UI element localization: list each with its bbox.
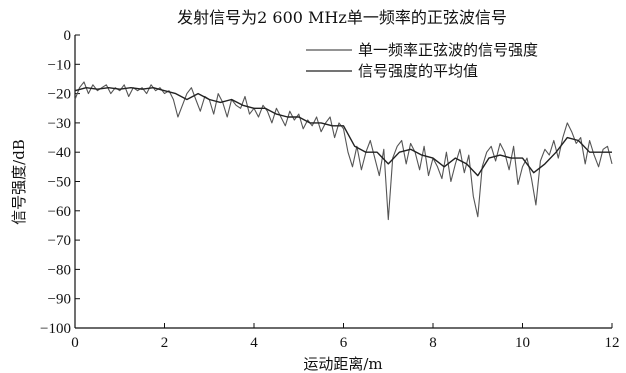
y-tick-label: −70: [48, 233, 71, 249]
x-tick-label: 2: [161, 335, 169, 351]
y-tick-label: −30: [48, 116, 71, 132]
x-tick-label: 8: [429, 335, 437, 351]
x-tick-label: 4: [250, 335, 258, 351]
y-tick-label: −100: [40, 321, 71, 337]
series-group: [74, 81, 613, 221]
x-tick-label: 12: [605, 335, 620, 351]
y-tick-label: 0: [64, 28, 72, 44]
y-tick-label: −10: [48, 57, 71, 73]
x-tick-label: 0: [71, 335, 79, 351]
series-line-1: [74, 81, 613, 221]
series-line-2: [74, 86, 612, 177]
y-tick-label: −20: [48, 87, 71, 103]
x-tick-label: 10: [515, 335, 530, 351]
legend-label-series-2: 信号强度的平均值: [358, 62, 478, 80]
y-tick-label: −90: [48, 292, 71, 308]
legend-label-series-1: 单一频率正弦波的信号强度: [358, 41, 538, 59]
x-ticks: 0 2 4 6 8 10 12: [71, 323, 620, 351]
y-tick-label: −80: [48, 262, 71, 278]
x-axis-label: 运动距离/m: [303, 355, 382, 373]
legend: 单一频率正弦波的信号强度 信号强度的平均值: [306, 41, 538, 80]
y-tick-label: −40: [48, 145, 71, 161]
y-tick-label: −50: [48, 175, 71, 191]
x-tick-label: 6: [340, 335, 348, 351]
y-ticks: 0 −10 −20 −30 −40 −50 −60 −70 −80 −90 −100: [40, 28, 80, 337]
y-axis-label: 信号强度/dB: [10, 139, 28, 225]
chart-title: 发射信号为2 600 MHz单一频率的正弦波信号: [177, 8, 507, 27]
y-tick-label: −60: [48, 204, 71, 220]
